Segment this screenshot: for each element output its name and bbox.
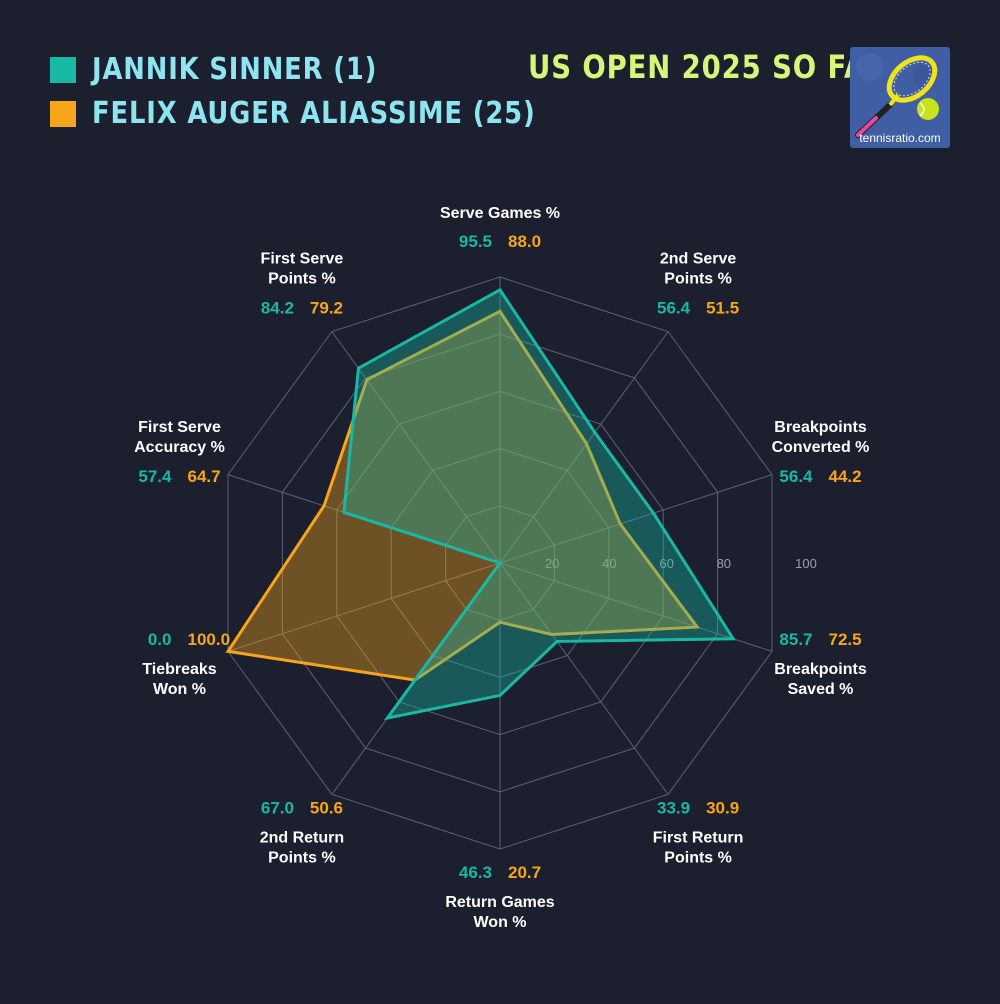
axis-title: Breakpoints [774,661,867,678]
r-tick-label: 80 [717,556,731,571]
axis-label-group: First Serve Points % 84.2 79.2 [261,250,344,317]
axis-label-group: Breakpoints Converted % 56.4 44.2 [772,419,870,486]
legend-label-auger: FELIX AUGER ALIASSIME (25) [92,96,536,131]
value-label-sinner: 67.0 [261,799,294,818]
axis-title: Points % [268,850,336,867]
value-label-auger: 100.0 [187,630,230,649]
axis-title: Saved % [788,681,854,698]
axis-title: Won % [153,681,206,698]
value-label-auger: 50.6 [310,799,343,818]
legend-item-auger: FELIX AUGER ALIASSIME (25) [50,96,608,131]
grid-spoke [499,562,773,652]
tennisratio-logo: tennisratio.com [850,47,950,148]
chart-title: US OPEN 2025 SO FAR [528,48,889,86]
r-tick-label: 60 [659,556,673,571]
series-area-sinner [342,287,736,721]
axis-label-group: First Serve Accuracy % 57.4 64.7 [134,419,225,486]
radar-grid: 20 40 60 80 100 [227,276,817,850]
axis-title: First Serve [138,419,221,436]
legend-label-sinner: JANNIK SINNER (1) [92,52,378,87]
value-label-sinner: 85.7 [779,630,812,649]
axis-title: Serve Games % [440,205,560,222]
legend-item-sinner: JANNIK SINNER (1) [50,52,424,87]
axis-title: Breakpoints [774,419,867,436]
axis-title: First Return [653,830,744,847]
value-label-auger: 88.0 [508,232,541,251]
radar-labels: Serve Games % 95.5 88.0 2nd Serve Points % 56… [134,205,869,931]
value-label-auger: 72.5 [829,630,862,649]
legend-swatch-auger [50,100,76,127]
axis-label-group: 2nd Serve Points % 56.4 51.5 [657,250,739,317]
value-label-auger: 30.9 [706,799,739,818]
axis-title: Converted % [772,439,870,456]
r-tick-label: 20 [545,556,559,571]
axis-label-group: 2nd Return Points % 67.0 50.6 [260,799,344,867]
value-label-auger: 64.7 [187,467,220,486]
r-tick-label: 100 [795,556,817,571]
value-label-sinner: 56.4 [657,298,691,317]
series-area-auger [225,309,701,682]
grid-spoke [331,331,501,564]
value-label-auger: 20.7 [508,863,541,882]
tennis-racket-icon [850,47,950,148]
axis-title: 2nd Serve [660,250,737,267]
value-label-auger: 44.2 [829,467,862,486]
axis-title: Return Games [445,894,554,911]
axis-title: First Serve [261,250,344,267]
value-label-auger: 51.5 [706,298,739,317]
grid-spoke [499,331,669,564]
axis-title: Accuracy % [134,439,225,456]
r-tick-label: 40 [602,556,616,571]
radar-series [225,287,736,721]
value-label-auger: 79.2 [310,298,343,317]
value-label-sinner: 84.2 [261,298,294,317]
value-label-sinner: 95.5 [459,232,492,251]
value-label-sinner: 56.4 [779,467,813,486]
axis-label-group: Breakpoints Saved % 85.7 72.5 [774,630,867,698]
axis-title: Points % [268,270,336,287]
axis-label-group: Tiebreaks Won % 0.0 100.0 [142,630,230,698]
axis-title: Points % [664,270,732,287]
grid-spoke [499,562,669,795]
value-label-sinner: 33.9 [657,799,690,818]
axis-label-group: Return Games Won % 46.3 20.7 [445,863,554,931]
grid-spoke [499,474,773,564]
axis-title: Won % [473,914,526,931]
axis-title: Tiebreaks [142,661,217,678]
axis-label-group: First Return Points % 33.9 30.9 [653,799,744,867]
axis-title: 2nd Return [260,830,344,847]
axis-title: Points % [664,850,732,867]
logo-text: tennisratio.com [859,131,941,145]
legend-swatch-sinner [50,56,76,83]
value-label-sinner: 57.4 [138,467,172,486]
value-label-sinner: 46.3 [459,863,492,882]
axis-label-group: Serve Games % 95.5 88.0 [440,205,560,251]
value-label-sinner: 0.0 [148,630,172,649]
grid-spoke [227,562,501,652]
